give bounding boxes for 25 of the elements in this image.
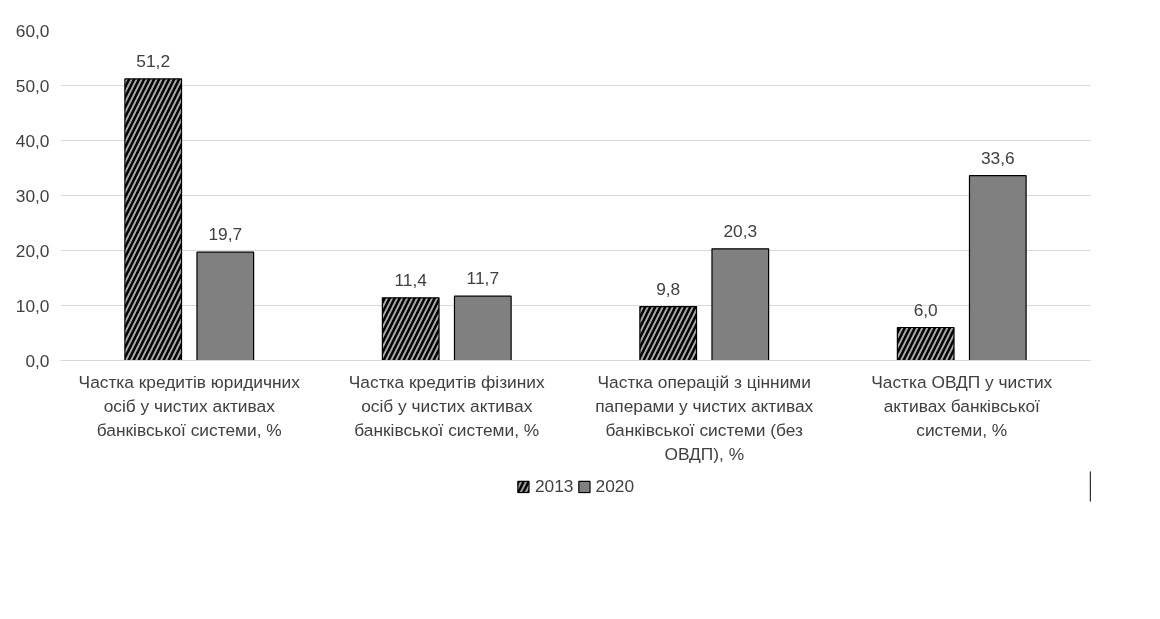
bar xyxy=(453,295,512,361)
data-label: 51,2 xyxy=(136,50,171,71)
y-tick-label: 40,0 xyxy=(15,130,50,151)
bar xyxy=(968,175,1027,361)
data-label: 20,3 xyxy=(723,220,758,241)
data-label: 33,6 xyxy=(980,147,1015,168)
x-tick-label: Частка операцій з цінними паперами у чистих активах банківської системи (без ОВДП), % xyxy=(595,371,814,464)
y-tick-label: 10,0 xyxy=(15,295,50,316)
data-label: 11,4 xyxy=(394,269,428,290)
x-tick-label: Частка ОВДП у чистих активах банківської системи, % xyxy=(871,371,1053,440)
y-tick-label: 50,0 xyxy=(15,75,50,96)
legend-label: 2020 xyxy=(595,475,635,497)
data-label: 6,0 xyxy=(913,299,938,320)
legend-label: 2013 xyxy=(534,475,574,497)
y-tick-label: 30,0 xyxy=(15,185,50,206)
bar xyxy=(711,248,770,361)
y-tick-label: 60,0 xyxy=(15,20,50,41)
x-tick-label: Частка кредитів юридичних осіб у чистих активах банківської системи, % xyxy=(78,371,301,440)
data-label: 19,7 xyxy=(208,224,243,245)
data-label: 11,7 xyxy=(466,268,500,289)
x-tick-label: Частка кредитів фізиних осіб у чистих активах банківської системи, % xyxy=(348,371,546,440)
y-tick-label: 0,0 xyxy=(25,350,50,371)
bar xyxy=(196,251,255,361)
y-tick-label: 20,0 xyxy=(15,240,50,261)
data-label: 9,8 xyxy=(656,278,681,299)
